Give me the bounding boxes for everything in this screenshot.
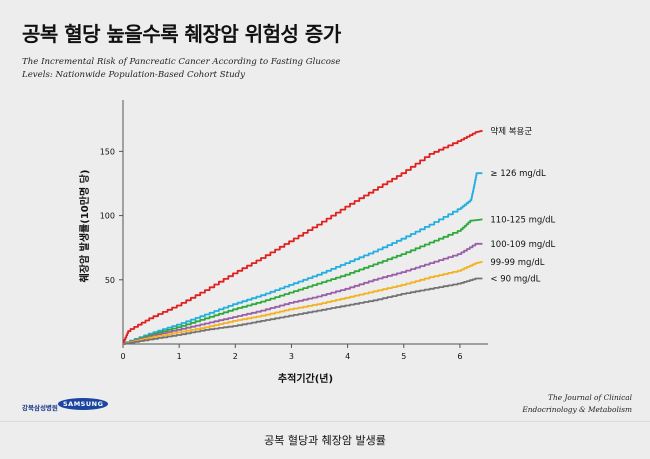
series-line-5 — [123, 277, 483, 345]
series-label-2: 110-125 mg/dL — [490, 215, 555, 225]
chart-title: 공복 혈당 높을수록 췌장암 위험성 증가 — [22, 22, 341, 46]
series-label-4: 99-99 mg/dL — [490, 258, 544, 268]
x-tick-label: 4 — [345, 352, 350, 361]
series-line-0 — [122, 129, 483, 345]
series-line-2 — [123, 218, 483, 345]
x-tick-label: 3 — [289, 352, 294, 361]
series-label-0: 약제 복용군 — [490, 126, 532, 137]
journal-line-1: The Journal of Clinical — [548, 393, 632, 402]
samsung-logo: SAMSUNG — [58, 398, 109, 410]
chart-axes: 0 1 2 3 4 5 6 50 100 150 추적기간(년) 췌장암 발생률(10만명 당) — [78, 100, 488, 385]
journal-name: The Journal of Clinical Endocrinology & … — [492, 392, 632, 416]
y-tick-label: 150 — [100, 147, 115, 156]
footer-divider — [0, 421, 650, 422]
x-axis-label: 추적기간(년) — [278, 372, 333, 385]
chart-subtitle: The Incremental Risk of Pancreatic Cance… — [22, 56, 402, 82]
subtitle-line-1: The Incremental Risk of Pancreatic Cance… — [22, 57, 341, 67]
series-label-3: 100-109 mg/dL — [490, 240, 555, 250]
series-label-5: < 90 mg/dL — [490, 275, 540, 285]
y-tick-label: 100 — [100, 212, 115, 221]
series-line-3 — [123, 242, 483, 345]
y-axis-label: 췌장암 발생률(10만명 당) — [78, 170, 91, 283]
x-tick-label: 2 — [233, 352, 238, 361]
x-tick-label: 1 — [177, 352, 182, 361]
subtitle-line-2: Levels: Nationwide Population-Based Coho… — [22, 70, 245, 80]
series-label-1: ≥ 126 mg/dL — [490, 169, 546, 179]
y-tick-label: 50 — [105, 276, 115, 285]
x-tick-label: 5 — [401, 352, 406, 361]
series-line-1 — [123, 172, 483, 345]
x-tick-label: 0 — [120, 352, 125, 361]
journal-line-2: Endocrinology & Metabolism — [522, 405, 632, 414]
x-tick-label: 6 — [457, 352, 462, 361]
chart-series — [122, 129, 483, 345]
footer-caption: 공복 혈당과 췌장암 발생률 — [264, 434, 386, 447]
chart-labels: 약제 복용군 ≥ 126 mg/dL 110-125 mg/dL 100-109 mg… — [490, 126, 555, 285]
hospital-logo: 강북삼성병원 — [22, 404, 58, 412]
series-line-4 — [123, 260, 483, 345]
